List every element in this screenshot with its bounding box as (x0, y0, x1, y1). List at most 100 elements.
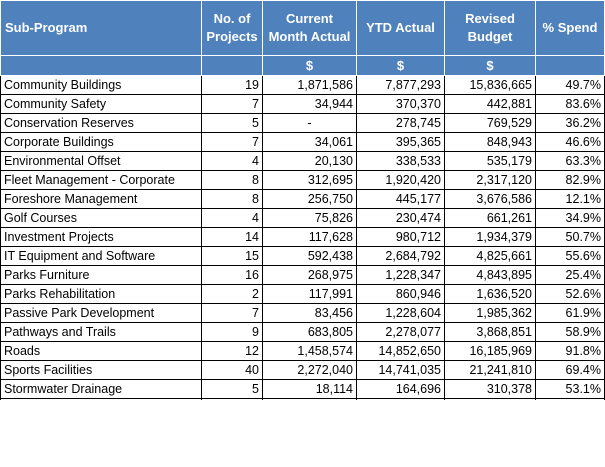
cell-ytd: 164,696 (356, 379, 445, 399)
table-body: Community Buildings 19 1,871,586 7,877,293 1… (0, 75, 605, 400)
table-row: Community Buildings 19 1,871,586 7,877,293 1… (0, 75, 605, 95)
cell-projects: 16 (201, 265, 263, 285)
cell-name: Foreshore Management (0, 189, 202, 209)
cell-spend: 34.9% (535, 208, 605, 228)
cell-projects: 5 (201, 379, 263, 399)
cell-name: Community Buildings (0, 75, 202, 95)
cell-projects: 4 (201, 208, 263, 228)
cell-ytd: 14,741,035 (356, 360, 445, 380)
currency-cell-empty (201, 55, 263, 76)
cell-current: 83,456 (262, 303, 357, 323)
cell-spend: 58.9% (535, 322, 605, 342)
cell-current: 1,458,574 (262, 341, 357, 361)
cell-spend: 0.0% (535, 398, 605, 400)
cell-projects: 7 (201, 132, 263, 152)
cell-name: Parks Rehabilitation (0, 284, 202, 304)
cell-current: - (262, 398, 357, 400)
cell-name: Corporate Buildings (0, 132, 202, 152)
cell-budget: 15,836,665 (444, 75, 536, 95)
table-row: Pathways and Trails 9 683,805 2,278,077 3,86… (0, 322, 605, 342)
cell-budget: 1,985,362 (444, 303, 536, 323)
table-row: Fleet Management - Corporate 8 312,695 1,92… (0, 170, 605, 190)
cell-budget: 16,185,969 (444, 341, 536, 361)
cell-spend: 25.4% (535, 265, 605, 285)
cell-ytd: 1,920,420 (356, 170, 445, 190)
cell-current: 2,272,040 (262, 360, 357, 380)
cell-spend: 91.8% (535, 341, 605, 361)
header-percent-spend: % Spend (535, 0, 605, 56)
table-row: Parks Furniture 16 268,975 1,228,347 4,843,8… (0, 265, 605, 285)
cell-projects: 12 (201, 341, 263, 361)
cell-spend: 49.7% (535, 75, 605, 95)
currency-symbol: $ (262, 55, 357, 76)
cell-current: 256,750 (262, 189, 357, 209)
cell-ytd: 278,745 (356, 113, 445, 133)
cell-ytd: 980,712 (356, 227, 445, 247)
cell-ytd: 230,474 (356, 208, 445, 228)
cell-budget: 1,934,379 (444, 227, 536, 247)
cell-spend: 46.6% (535, 132, 605, 152)
cell-spend: 55.6% (535, 246, 605, 266)
cell-name: Passive Park Development (0, 303, 202, 323)
cell-name: Fleet Management - Corporate (0, 170, 202, 190)
cell-budget: 4,825,661 (444, 246, 536, 266)
cell-projects: 7 (201, 94, 263, 114)
table-row: Roads 12 1,458,574 14,852,650 16,185,969 91.8… (0, 341, 605, 361)
cell-projects: 1 (201, 398, 263, 400)
currency-row: $ $ $ (0, 55, 605, 76)
cell-projects: 19 (201, 75, 263, 95)
table-row: Corporate Buildings 7 34,061 395,365 848,943… (0, 132, 605, 152)
cell-name: Environmental Offset (0, 151, 202, 171)
header-no-of-projects: No. of Projects (201, 0, 263, 56)
table-row: Passive Park Development 7 83,456 1,228,604… (0, 303, 605, 323)
table-row: Parks Rehabilitation 2 117,991 860,946 1,636… (0, 284, 605, 304)
currency-symbol: $ (356, 55, 445, 76)
cell-budget: 442,881 (444, 94, 536, 114)
cell-spend: 12.1% (535, 189, 605, 209)
cell-name: Street Landscaping (0, 398, 202, 400)
cell-ytd: - (356, 398, 445, 400)
header-ytd-actual: YTD Actual (356, 0, 445, 56)
cell-budget: 661,261 (444, 208, 536, 228)
cell-ytd: 860,946 (356, 284, 445, 304)
cell-budget: 3,676,586 (444, 189, 536, 209)
cell-current: 1,871,586 (262, 75, 357, 95)
cell-spend: 36.2% (535, 113, 605, 133)
cell-name: Roads (0, 341, 202, 361)
cell-name: Stormwater Drainage (0, 379, 202, 399)
cell-projects: 8 (201, 189, 263, 209)
cell-projects: 40 (201, 360, 263, 380)
cell-budget: 2,317,120 (444, 170, 536, 190)
table-row: Foreshore Management 8 256,750 445,177 3,676… (0, 189, 605, 209)
cell-budget: 535,179 (444, 151, 536, 171)
cell-current: 34,061 (262, 132, 357, 152)
cell-projects: 5 (201, 113, 263, 133)
cell-current: 75,826 (262, 208, 357, 228)
cell-budget: 3,868,851 (444, 322, 536, 342)
spreadsheet-table-region: Sub-Program No. of Projects Current Month … (0, 0, 605, 400)
table-row: Stormwater Drainage 5 18,114 164,696 310,378… (0, 379, 605, 399)
cell-current: 34,944 (262, 94, 357, 114)
cell-ytd: 2,278,077 (356, 322, 445, 342)
cell-spend: 83.6% (535, 94, 605, 114)
cell-spend: 69.4% (535, 360, 605, 380)
cell-projects: 2 (201, 284, 263, 304)
table-row: IT Equipment and Software 15 592,438 2,684,… (0, 246, 605, 266)
cell-name: IT Equipment and Software (0, 246, 202, 266)
header-revised-budget: Revised Budget (444, 0, 536, 56)
cell-spend: 82.9% (535, 170, 605, 190)
cell-spend: 61.9% (535, 303, 605, 323)
cell-budget: 21,241,810 (444, 360, 536, 380)
cell-current: 117,991 (262, 284, 357, 304)
table-row: Environmental Offset 4 20,130 338,533 535,17… (0, 151, 605, 171)
cell-ytd: 2,684,792 (356, 246, 445, 266)
cell-name: Pathways and Trails (0, 322, 202, 342)
table-row: Community Safety 7 34,944 370,370 442,881 83.… (0, 94, 605, 114)
table-row: Street Landscaping1--50,0000.0% (0, 398, 605, 400)
currency-cell-empty (535, 55, 605, 76)
cell-name: Sports Facilities (0, 360, 202, 380)
header-row: Sub-Program No. of Projects Current Month … (0, 0, 605, 56)
table-row: Investment Projects 14 117,628 980,712 1,934… (0, 227, 605, 247)
cell-budget: 310,378 (444, 379, 536, 399)
cell-spend: 53.1% (535, 379, 605, 399)
